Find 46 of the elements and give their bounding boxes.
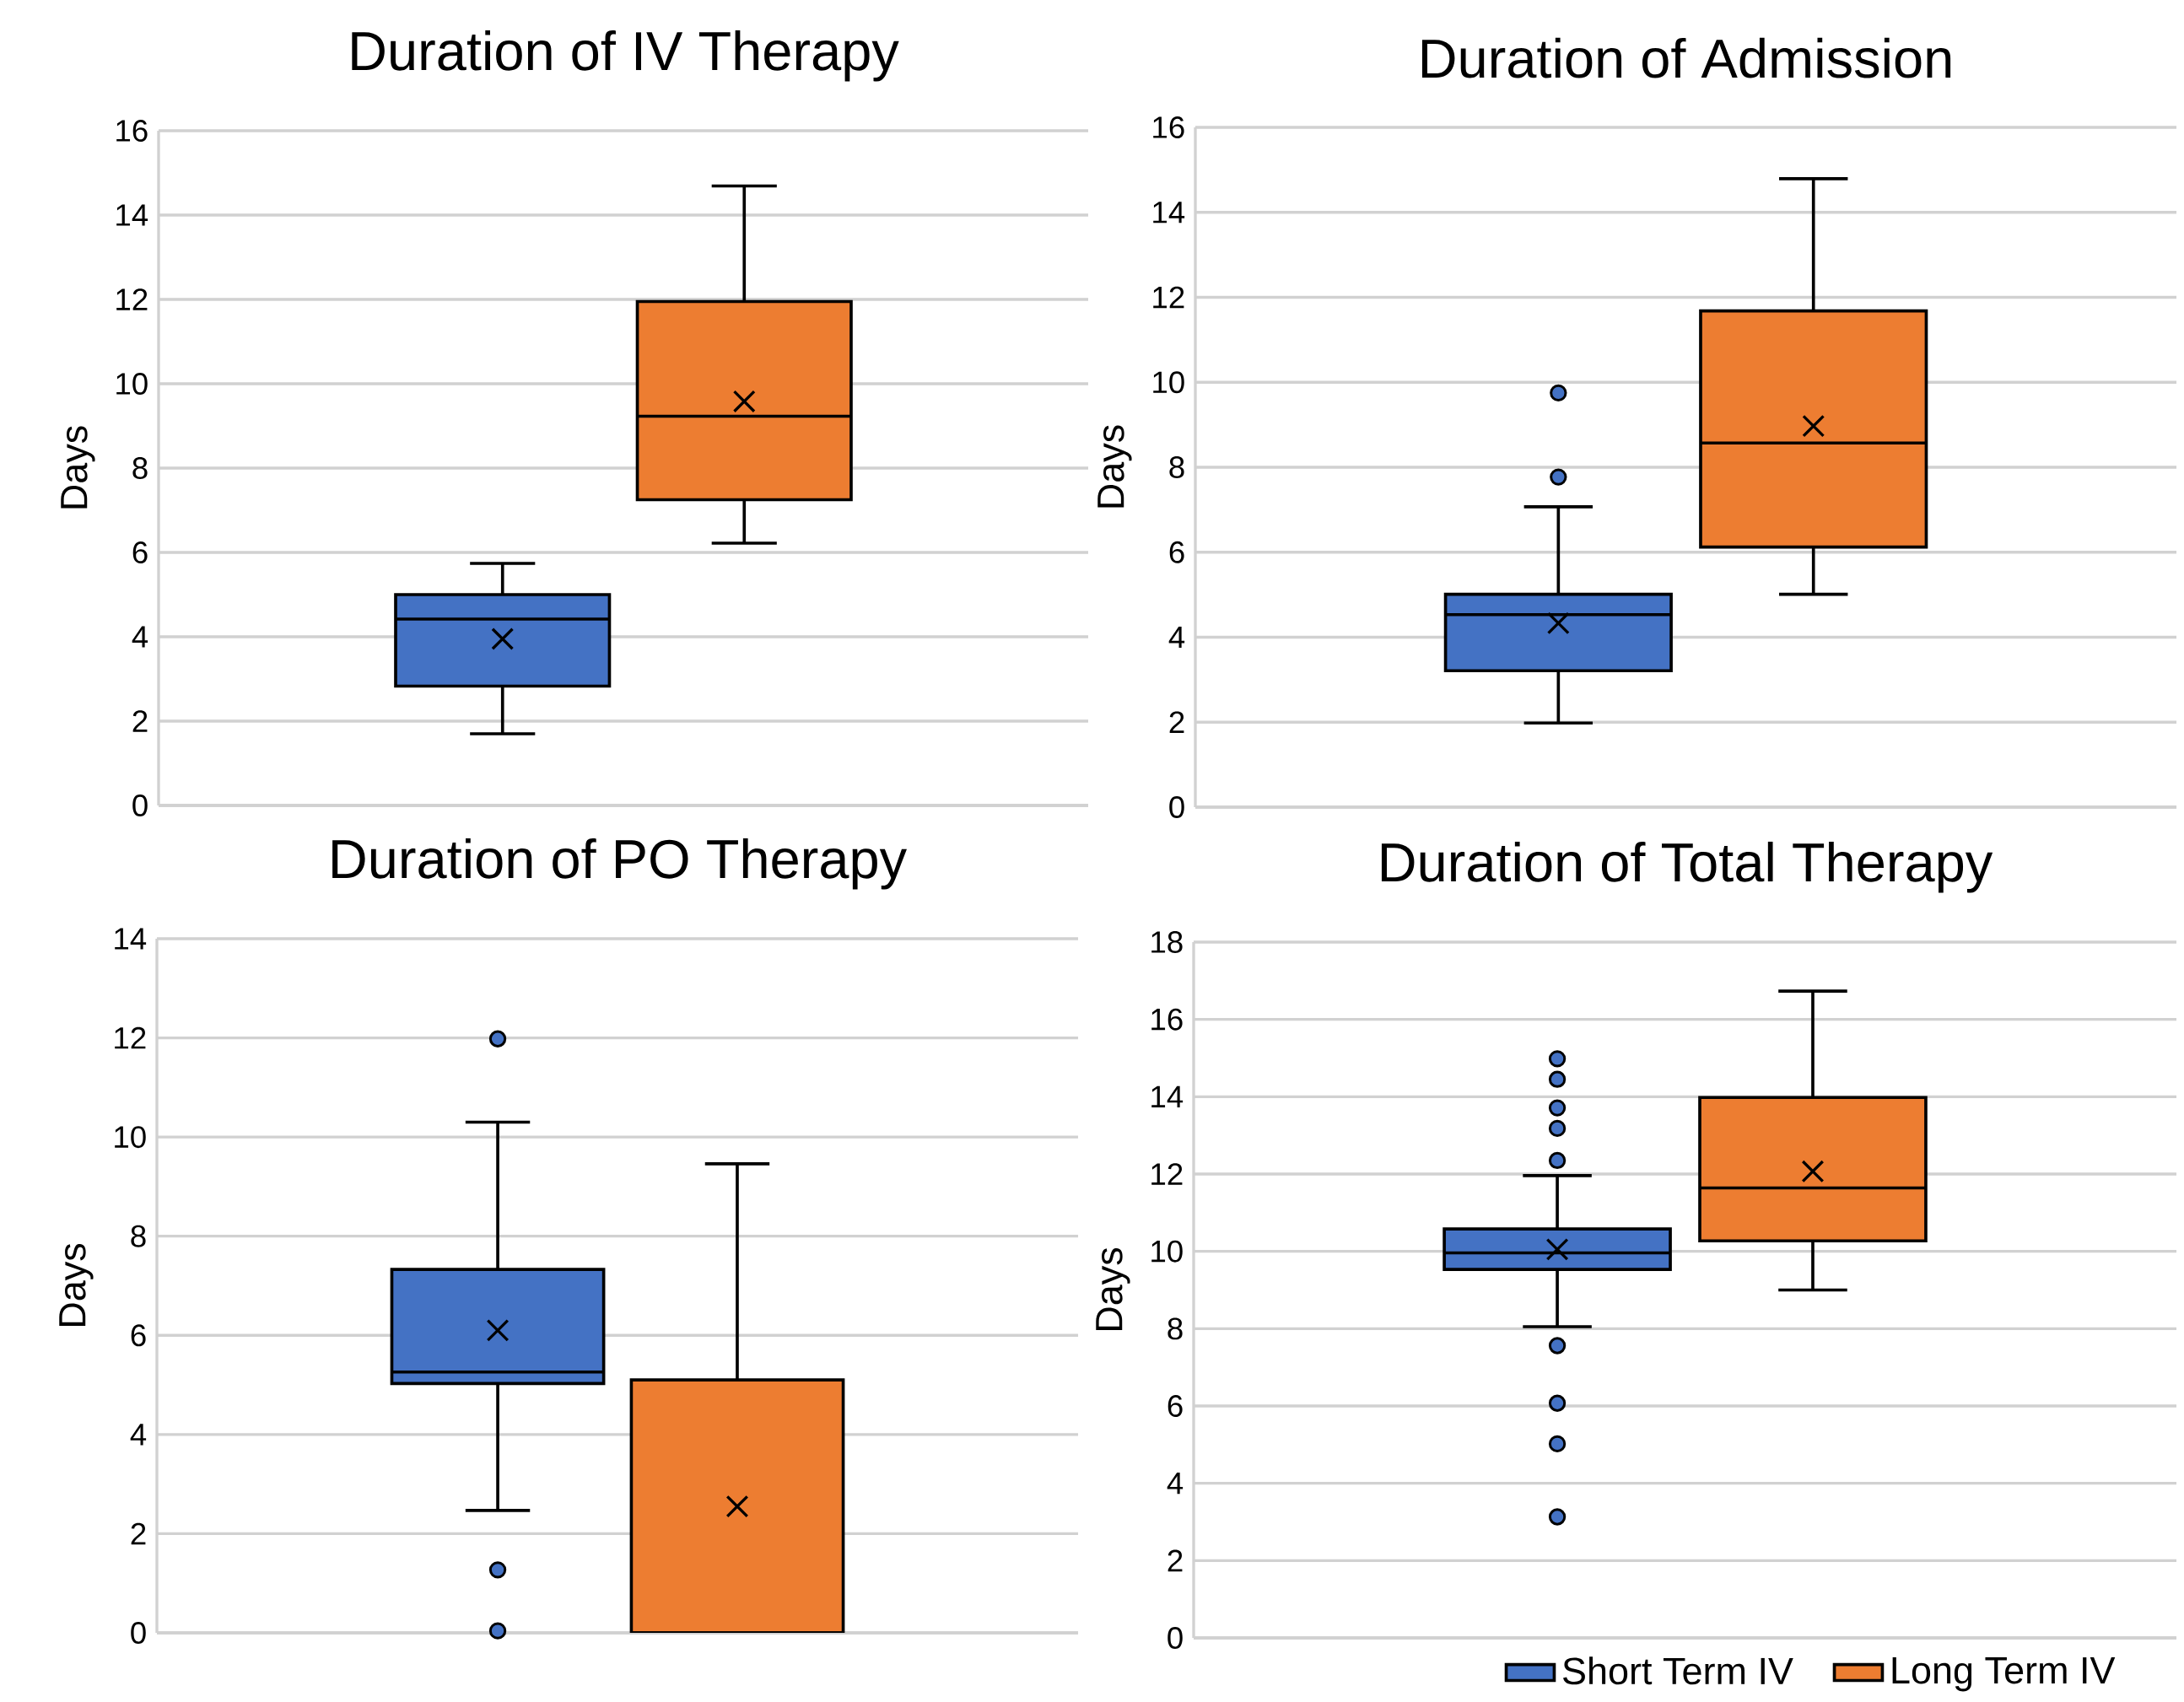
y-tick-label: 8 (1169, 456, 1184, 478)
chart-title: Duration of PO Therapy (332, 838, 907, 890)
y-tick-label: 6 (1169, 541, 1184, 563)
y-tick-label: 0 (1167, 1627, 1183, 1649)
y-tick-label: 0 (132, 794, 148, 816)
y-tick-label: 10 (115, 1126, 146, 1149)
y-tick-label: 12 (1153, 286, 1184, 309)
y-tick-label: 4 (132, 626, 148, 648)
y-tick-label: 12 (1151, 1163, 1183, 1185)
legend-label: Long Term IV (1892, 1657, 2116, 1692)
y-tick-label: 4 (1168, 626, 1185, 649)
y-tick-label: 2 (132, 710, 148, 732)
y-axis-title: Days (61, 426, 95, 509)
y-axis-title: Days (1096, 1247, 1130, 1331)
chart-title: Duration of Admission (1421, 37, 1951, 78)
y-tick-label: 8 (132, 457, 148, 479)
y-tick-label: 16 (1151, 1008, 1183, 1031)
legend-label: Short Term IV (1563, 1656, 1793, 1685)
y-tick-label: 6 (1167, 1395, 1183, 1417)
y-axis-title: Days (59, 1243, 94, 1327)
chart-title: Duration of Total Therapy (1381, 841, 1993, 893)
y-tick-label: 14 (116, 204, 148, 226)
y-tick-label: 6 (132, 541, 148, 563)
y-tick-label: 0 (1169, 796, 1184, 818)
y-tick-label: 14 (115, 928, 147, 950)
y-tick-label: 14 (1151, 1085, 1184, 1107)
y-tick-label: 2 (131, 1522, 146, 1545)
y-axis-title: Days (1097, 425, 1132, 508)
y-tick-label: 8 (1167, 1317, 1183, 1340)
y-tick-label: 16 (116, 120, 148, 142)
y-tick-label: 0 (131, 1622, 146, 1644)
y-tick-label: 2 (1167, 1549, 1183, 1572)
y-tick-label: 12 (115, 1026, 146, 1049)
y-tick-label: 14 (1153, 202, 1185, 224)
y-tick-label: 4 (1167, 1473, 1184, 1495)
y-tick-label: 10 (1151, 1240, 1183, 1263)
y-tick-label: 6 (131, 1324, 146, 1347)
y-tick-label: 16 (1153, 116, 1184, 138)
y-tick-label: 12 (116, 288, 148, 310)
y-tick-label: 4 (130, 1424, 147, 1446)
chart-title: Duration of IV Therapy (352, 30, 899, 82)
y-tick-label: 10 (116, 373, 148, 395)
y-tick-label: 2 (1169, 711, 1184, 734)
y-tick-label: 18 (1151, 931, 1183, 953)
y-tick-label: 10 (1153, 371, 1184, 394)
y-tick-label: 8 (131, 1225, 146, 1247)
